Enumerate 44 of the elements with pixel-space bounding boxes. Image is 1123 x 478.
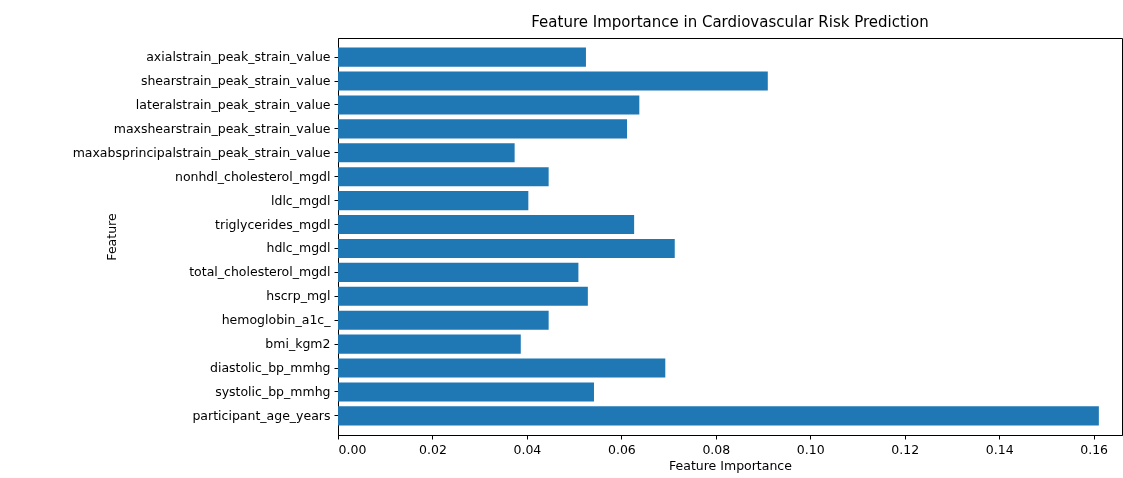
y-tick-label: axialstrain_peak_strain_value xyxy=(146,49,331,65)
x-tick-label: 0.02 xyxy=(419,441,447,457)
bar xyxy=(338,286,588,306)
x-tick-label: 0.00 xyxy=(338,441,367,457)
y-tick-label: triglycerides_mgdl xyxy=(215,216,331,232)
x-tick-label: 0.04 xyxy=(513,441,542,457)
bar xyxy=(338,310,549,330)
y-tick-label: hemoglobin_a1c_ xyxy=(221,312,332,328)
y-tick-label: nonhdl_cholesterol_mgdl xyxy=(174,168,331,184)
bar xyxy=(338,119,628,139)
y-tick-label: maxabsprincipalstrain_peak_strain_value xyxy=(72,144,331,160)
y-tick-label: lateralstrain_peak_strain_value xyxy=(135,96,331,112)
y-tick-label: hdlc_mgdl xyxy=(266,240,331,256)
y-tick-label: hscrp_mgl xyxy=(266,288,331,304)
y-tick-label: diastolic_bp_mmhg xyxy=(209,360,331,376)
x-axis-title: Feature Importance xyxy=(669,458,793,473)
y-tick-label: shearstrain_peak_strain_value xyxy=(140,73,331,89)
chart-title: Feature Importance in Cardiovascular Risk Prediction xyxy=(531,13,929,31)
y-tick-label: maxshearstrain_peak_strain_value xyxy=(113,120,331,136)
bar xyxy=(338,334,521,354)
bar xyxy=(338,191,529,211)
x-tick-label: 0.10 xyxy=(796,441,825,457)
bar xyxy=(338,95,640,115)
bar xyxy=(338,238,675,259)
x-tick-label: 0.14 xyxy=(985,441,1014,457)
bar xyxy=(338,358,666,378)
x-tick-label: 0.12 xyxy=(891,441,920,457)
bar xyxy=(338,262,579,282)
y-axis-title: Feature xyxy=(103,213,119,261)
x-tick-label: 0.16 xyxy=(1080,441,1109,457)
y-tick-label: total_cholesterol_mgdl xyxy=(189,264,331,280)
y-tick-label: systolic_bp_mmhg xyxy=(215,383,331,399)
y-tick-label: ldlc_mgdl xyxy=(270,192,331,208)
bar xyxy=(338,214,635,235)
bar xyxy=(338,167,549,187)
x-tick-label: 0.06 xyxy=(607,441,636,457)
y-tick-label: participant_age_years xyxy=(192,407,331,423)
x-tick-label: 0.08 xyxy=(702,441,731,457)
bar xyxy=(338,406,1099,426)
y-tick-label: bmi_kgm2 xyxy=(265,336,331,352)
bar xyxy=(338,71,768,91)
bar xyxy=(338,143,515,163)
bar xyxy=(338,382,594,402)
bar xyxy=(338,47,586,67)
